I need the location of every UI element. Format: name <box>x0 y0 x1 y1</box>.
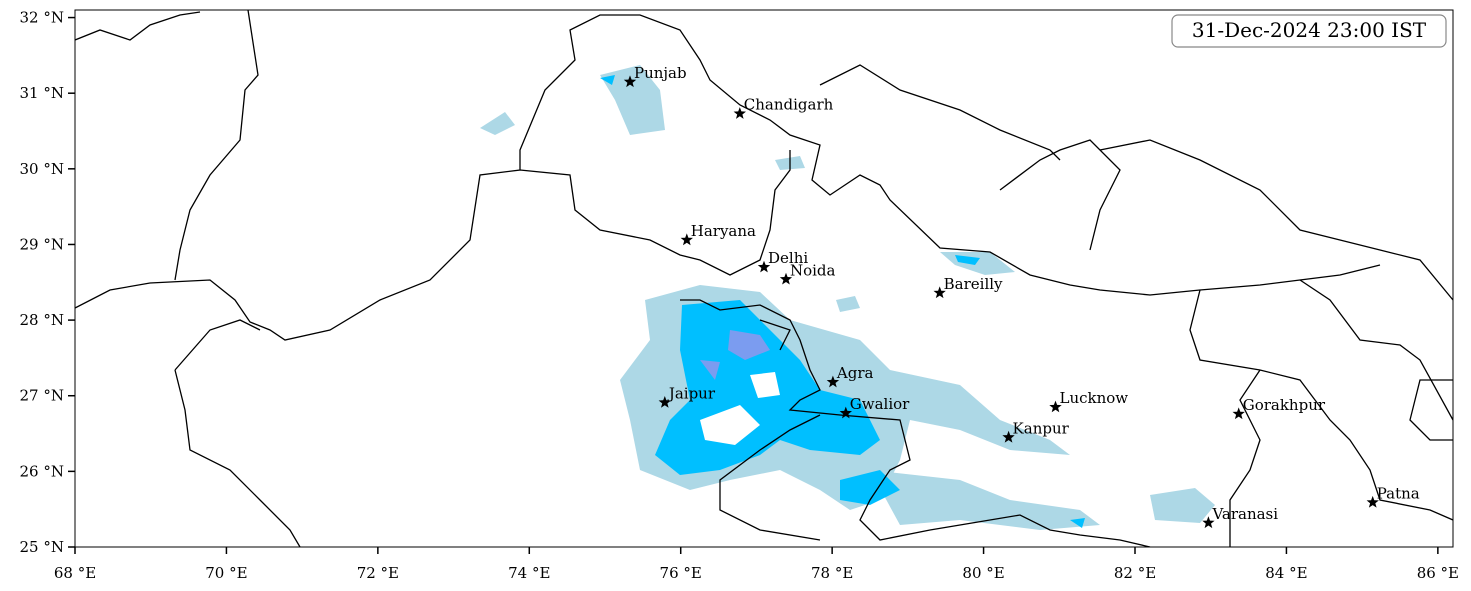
city-marker <box>839 406 852 419</box>
city-label: Delhi <box>768 249 808 267</box>
x-tick-label: 82 °E <box>1114 564 1156 582</box>
city-label: Jaipur <box>667 385 716 403</box>
city-label: Gwalior <box>850 395 910 413</box>
title-box <box>1171 14 1447 48</box>
x-tick-label: 84 °E <box>1265 564 1307 582</box>
city-marker <box>680 233 693 246</box>
city-marker <box>1366 495 1379 508</box>
plot-frame <box>74 9 1454 548</box>
city-label: Kanpur <box>1013 419 1070 437</box>
y-tick-label: 32 °N <box>20 9 64 27</box>
city-marker <box>757 260 771 273</box>
y-tick-label: 27 °N <box>20 387 64 405</box>
city-label: Patna <box>1377 484 1420 502</box>
city-marker <box>658 396 671 408</box>
city-marker <box>779 272 793 285</box>
rain-field <box>75 10 1453 547</box>
city-marker <box>733 107 746 119</box>
city-marker <box>1002 430 1015 443</box>
x-tick-label: 76 °E <box>660 564 702 582</box>
y-tick-label: 31 °N <box>20 84 64 102</box>
city-marker <box>826 375 840 388</box>
city-label: Chandigarh <box>744 96 834 114</box>
city-label: Noida <box>790 261 836 279</box>
city-marker <box>933 286 946 299</box>
city-marker <box>623 75 637 88</box>
city-label: Agra <box>836 364 874 382</box>
city-marker <box>1202 516 1215 529</box>
city-label: Punjab <box>634 64 687 82</box>
x-tick-label: 70 °E <box>205 564 247 582</box>
x-tick-label: 72 °E <box>357 564 399 582</box>
city-label: Lucknow <box>1060 389 1129 407</box>
x-tick-label: 78 °E <box>811 564 853 582</box>
city-label: Gorakhpur <box>1243 396 1326 414</box>
y-tick-label: 25 °N <box>20 538 64 556</box>
x-tick-label: 74 °E <box>508 564 550 582</box>
y-tick-label: 29 °N <box>20 235 64 253</box>
city-label: Haryana <box>691 222 756 240</box>
x-tick-label: 80 °E <box>962 564 1004 582</box>
city-marker <box>1232 407 1245 420</box>
city-label: Varanasi <box>1211 505 1278 523</box>
x-tick-label: 68 °E <box>54 564 96 582</box>
y-tick-label: 30 °N <box>20 160 64 178</box>
y-tick-label: 28 °N <box>20 311 64 329</box>
boundaries <box>75 10 1453 547</box>
y-tick-label: 26 °N <box>20 462 64 480</box>
map-title: 31-Dec-2024 23:00 IST <box>1192 18 1427 42</box>
city-label: Bareilly <box>944 275 1003 293</box>
city-marker <box>1049 400 1062 413</box>
x-tick-label: 86 °E <box>1417 564 1459 582</box>
